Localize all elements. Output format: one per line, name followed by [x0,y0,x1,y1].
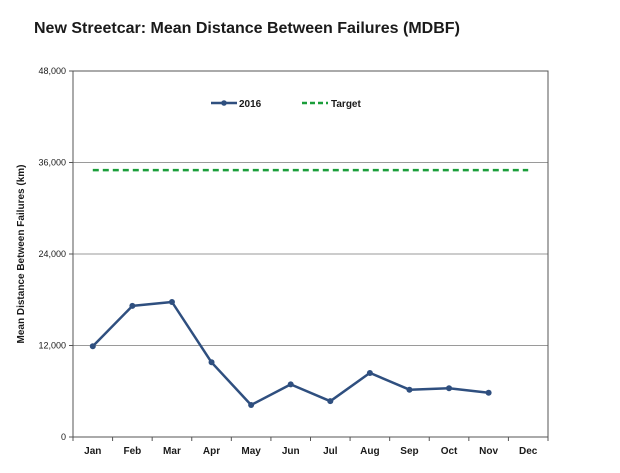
grid-lines [73,162,548,346]
series-lines [89,168,529,408]
y-tick-label-0: 0 [61,432,66,442]
data-point-2016-aug [366,369,373,376]
data-point-2016-oct [446,385,453,392]
legend: 2016 Target [211,99,361,110]
y-tick-label-12000: 12,000 [38,341,66,351]
x-tick-label-sep: Sep [400,446,418,457]
x-tick-label-may: May [241,446,261,457]
data-point-2016-mar [168,299,175,306]
data-point-2016-apr [208,359,215,366]
y-axis-title: Mean Distance Between Failures (km) [16,165,27,344]
data-point-2016-feb [129,302,136,309]
x-tick-label-apr: Apr [203,446,220,457]
data-point-2016-nov [485,389,492,396]
legend-marker-2016 [221,100,227,106]
x-tick-label-feb: Feb [123,446,141,457]
y-tick-label-36000: 36,000 [38,158,66,168]
y-axis-ticks: 0 12,000 24,000 36,000 48,000 [38,66,73,442]
x-tick-label-jan: Jan [84,446,101,457]
data-point-2016-may [248,401,255,408]
x-axis-ticks: Jan Feb Mar Apr May Jun Jul Aug Sep Oct Nov Dec [72,437,549,457]
legend-label-2016: 2016 [239,99,262,110]
x-tick-label-jul: Jul [323,446,338,457]
data-point-2016-sep [406,386,413,393]
x-tick-label-mar: Mar [163,446,181,457]
series-line-2016 [91,300,489,407]
data-point-2016-jun [287,381,294,388]
x-tick-label-jun: Jun [282,446,300,457]
x-tick-label-nov: Nov [479,446,498,457]
y-tick-label-24000: 24,000 [38,249,66,259]
legend-label-target: Target [331,99,361,110]
y-tick-label-48000: 48,000 [38,66,66,76]
data-point-2016-jul [327,398,334,405]
x-tick-label-dec: Dec [519,446,538,457]
chart-title: New Streetcar: Mean Distance Between Fai… [34,20,460,37]
data-point-2016-jan [89,343,96,350]
x-tick-label-aug: Aug [360,446,379,457]
x-tick-label-oct: Oct [441,446,458,457]
